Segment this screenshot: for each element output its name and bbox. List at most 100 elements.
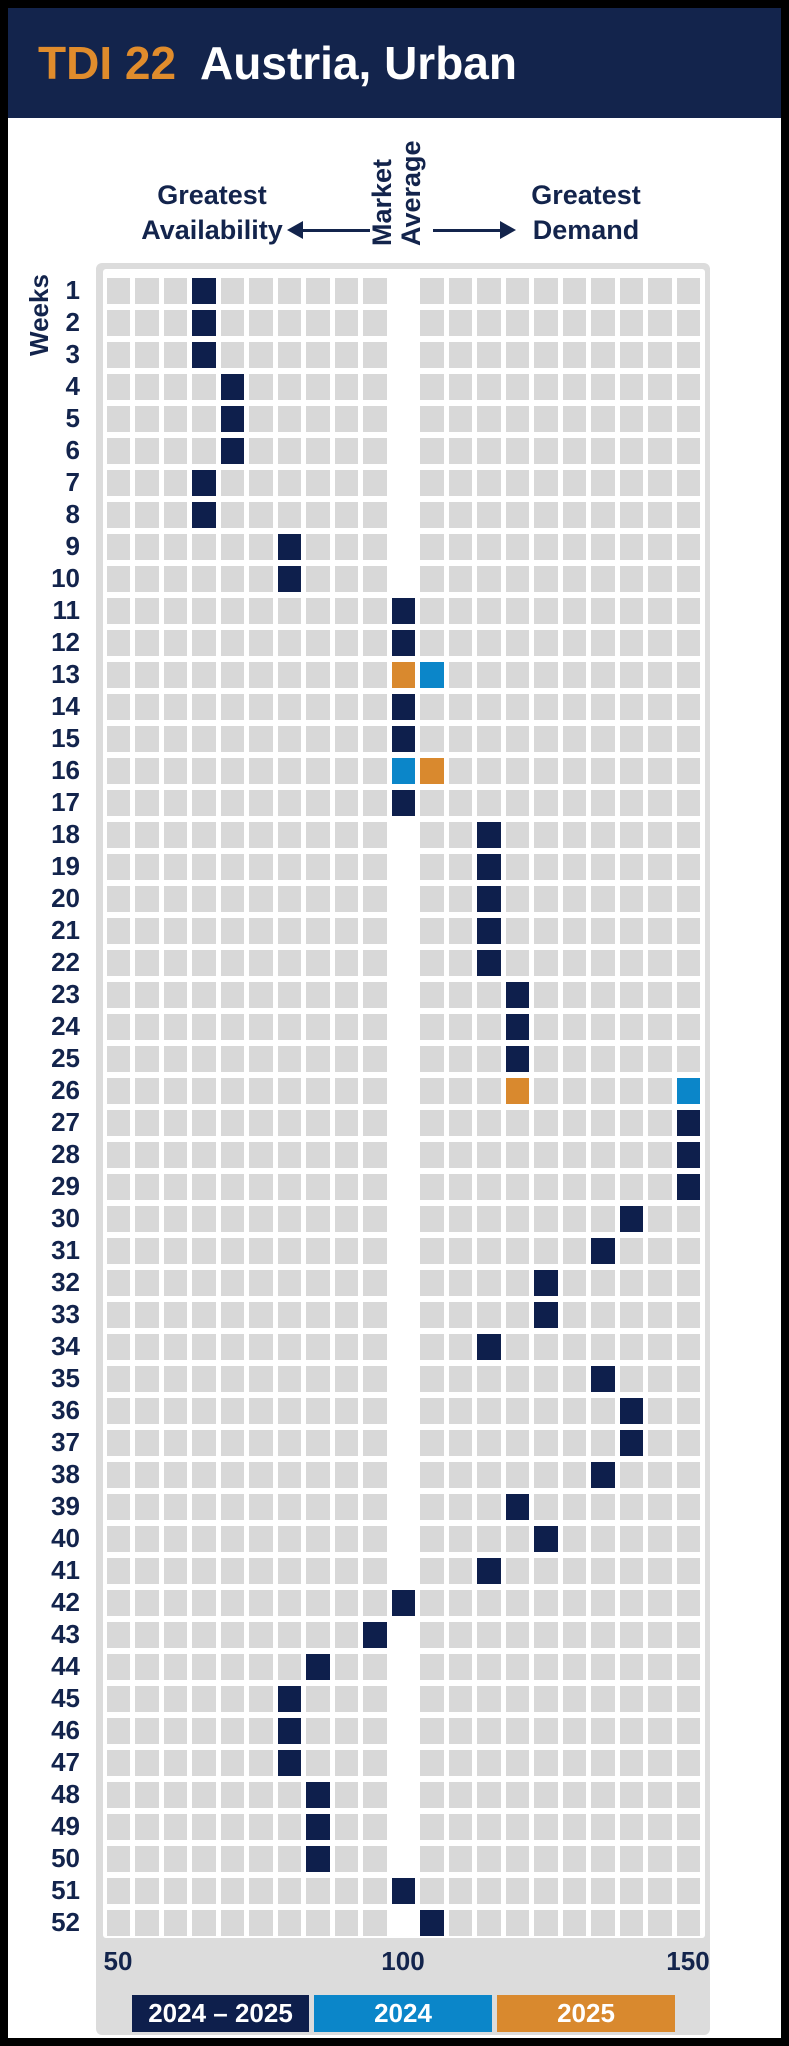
week-label: 5 — [65, 403, 80, 434]
grid-cell — [334, 565, 358, 592]
grid-cell — [448, 1557, 472, 1584]
data-cell — [420, 661, 444, 688]
grid-cell — [306, 661, 330, 688]
grid-cell — [306, 853, 330, 880]
grid-cell — [648, 1653, 672, 1680]
grid-cell — [135, 309, 159, 336]
grid-cell — [676, 309, 700, 336]
grid-cell — [163, 405, 187, 432]
grid-cell — [676, 821, 700, 848]
grid-cell — [277, 1813, 301, 1840]
grid-cell — [249, 1397, 273, 1424]
grid-cell — [392, 1174, 416, 1201]
grid-cell — [334, 1845, 358, 1872]
grid-cell — [277, 1333, 301, 1360]
grid-cell — [249, 277, 273, 304]
grid-cell — [163, 309, 187, 336]
grid-cell — [392, 1910, 416, 1937]
grid-cell — [676, 981, 700, 1008]
grid-cell — [363, 1429, 387, 1456]
grid-cell — [334, 1589, 358, 1616]
grid-cell — [420, 1621, 444, 1648]
grid-cell — [505, 853, 529, 880]
grid-cell — [334, 917, 358, 944]
grid-cell — [220, 1205, 244, 1232]
grid-cell — [106, 1237, 130, 1264]
grid-cell — [648, 1717, 672, 1744]
grid-cell — [363, 437, 387, 464]
data-cell — [619, 1205, 643, 1232]
grid-cell — [306, 1397, 330, 1424]
grid-cell — [448, 1173, 472, 1200]
grid-cell — [392, 438, 416, 465]
grid-cell — [277, 405, 301, 432]
grid-cell — [648, 1109, 672, 1136]
grid-cell — [249, 1205, 273, 1232]
grid-cell — [477, 565, 501, 592]
grid-cell — [591, 1877, 615, 1904]
grid-cell — [676, 949, 700, 976]
grid-cell — [477, 1045, 501, 1072]
grid-cell — [135, 949, 159, 976]
grid-cell — [420, 565, 444, 592]
grid-cell — [676, 725, 700, 752]
grid-cell — [420, 1653, 444, 1680]
grid-cell — [619, 789, 643, 816]
grid-cell — [106, 1205, 130, 1232]
grid-cell — [448, 661, 472, 688]
grid-cell — [505, 533, 529, 560]
grid-cell — [106, 1461, 130, 1488]
grid-cell — [676, 1237, 700, 1264]
grid-cell — [648, 821, 672, 848]
week-label: 39 — [51, 1491, 80, 1522]
grid-cell — [505, 1237, 529, 1264]
grid-cell — [106, 1685, 130, 1712]
grid-cell — [363, 1365, 387, 1392]
grid-cell — [277, 757, 301, 784]
grid-cell — [477, 1109, 501, 1136]
grid-cell — [106, 1173, 130, 1200]
grid-cell — [306, 1269, 330, 1296]
grid-cell — [306, 405, 330, 432]
grid-cell — [392, 1814, 416, 1841]
grid-cell — [220, 309, 244, 336]
grid-cell — [648, 629, 672, 656]
grid-cell — [249, 1077, 273, 1104]
grid-cell — [192, 1589, 216, 1616]
grid-cell — [534, 757, 558, 784]
grid-cell — [106, 1397, 130, 1424]
grid-cell — [448, 757, 472, 784]
grid-cell — [448, 277, 472, 304]
week-label: 7 — [65, 467, 80, 498]
data-cell — [505, 1493, 529, 1520]
grid-cell — [477, 1493, 501, 1520]
grid-cell — [420, 341, 444, 368]
grid-cell — [306, 1013, 330, 1040]
grid-cell — [534, 469, 558, 496]
grid-cell — [562, 1749, 586, 1776]
grid-cell — [163, 1365, 187, 1392]
grid-cell — [648, 1333, 672, 1360]
grid-cell — [448, 1109, 472, 1136]
grid-cell — [135, 1397, 159, 1424]
grid-cell — [249, 1141, 273, 1168]
grid-cell — [477, 1429, 501, 1456]
grid-cell — [420, 1109, 444, 1136]
grid-cell — [306, 757, 330, 784]
grid-cell — [192, 1653, 216, 1680]
grid-cell — [163, 1621, 187, 1648]
grid-cell — [135, 1877, 159, 1904]
grid-cell — [106, 1013, 130, 1040]
grid-cell — [591, 1013, 615, 1040]
grid-cell — [192, 1141, 216, 1168]
week-label: 28 — [51, 1139, 80, 1170]
grid-cell — [249, 885, 273, 912]
grid-cell — [220, 853, 244, 880]
grid-cell — [448, 725, 472, 752]
grid-cell — [676, 533, 700, 560]
grid-cell — [619, 533, 643, 560]
grid-cell — [505, 1397, 529, 1424]
grid-cell — [192, 1045, 216, 1072]
grid-cell — [676, 565, 700, 592]
grid-cell — [591, 309, 615, 336]
